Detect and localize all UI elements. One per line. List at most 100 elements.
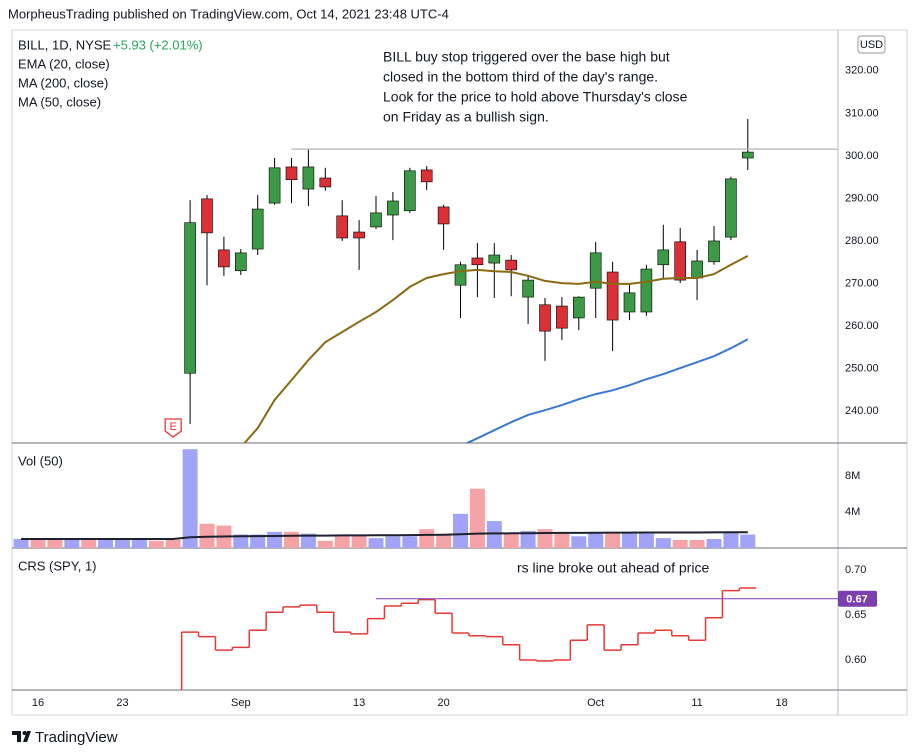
- volume-bar: [571, 536, 587, 548]
- candle-body: [201, 198, 213, 234]
- volume-bar: [740, 534, 756, 548]
- x-tick-label: 11: [691, 697, 702, 709]
- overlay: 16 23 Sep 13 20 Oct 11 18 240.00 250.00 260.00 270.…: [18, 35, 886, 709]
- volume-bar: [131, 538, 147, 548]
- y-tick-label: 280.00: [845, 235, 879, 247]
- level-label: 0.67: [846, 594, 867, 606]
- y-tick-label: 260.00: [845, 320, 879, 332]
- candle-body: [471, 257, 484, 266]
- candle-body: [353, 231, 365, 239]
- candle-body: [235, 252, 247, 272]
- level-label-box: [838, 590, 877, 607]
- footer: TradingView: [35, 729, 118, 746]
- volume-bar: [64, 539, 80, 548]
- volume-bar: [706, 539, 722, 548]
- y-tick-label: 0.65: [845, 609, 866, 621]
- annotation: rs line broke out ahead of price: [517, 560, 709, 576]
- x-tick-label: 16: [32, 697, 44, 709]
- y-tick-label: 250.00: [845, 362, 879, 374]
- y-tick-label: 8M: [845, 470, 860, 482]
- volume-bar: [503, 532, 519, 548]
- pane-title: Vol (50): [18, 453, 63, 468]
- candle-body: [556, 305, 568, 329]
- candle-body: [741, 151, 754, 159]
- price-pane: [184, 118, 838, 443]
- volume-bar: [81, 539, 97, 548]
- y-tick-label: 4M: [845, 506, 860, 518]
- candle-body: [319, 177, 332, 188]
- legend-entry: MA (50, close): [18, 94, 101, 109]
- candle-body: [657, 249, 670, 266]
- candle-body: [184, 222, 196, 374]
- volume-bar: [520, 530, 536, 548]
- x-tick-label: 20: [437, 697, 449, 709]
- candle-body: [285, 166, 298, 181]
- x-tick-label: 18: [775, 697, 787, 709]
- price-change: +5.93 (+2.01%): [113, 37, 203, 52]
- legend-entry: MA (200, close): [18, 75, 108, 90]
- pane-title: CRS (SPY, 1): [18, 558, 97, 573]
- crs-pane: [180, 587, 838, 690]
- volume-bar: [267, 531, 283, 548]
- volume-bar: [588, 532, 604, 548]
- volume-bar: [622, 532, 637, 548]
- candle-body: [403, 170, 416, 212]
- volume-bar: [368, 538, 384, 548]
- x-tick-label: 13: [353, 697, 365, 709]
- volume-bar: [233, 534, 249, 548]
- earnings-label: E: [170, 421, 177, 433]
- candle-body: [370, 212, 382, 228]
- x-tick-label: 23: [116, 697, 128, 709]
- currency: USD: [860, 39, 883, 51]
- volume-bar: [672, 539, 688, 548]
- annotation: BILL buy stop triggered over the base hi…: [383, 49, 670, 65]
- volume-bar: [300, 533, 316, 548]
- indicator-line: [464, 338, 749, 443]
- x-tick-label: Oct: [587, 697, 604, 709]
- y-tick-label: 290.00: [845, 192, 879, 204]
- candle-body: [522, 279, 534, 298]
- volume-bar: [605, 532, 621, 548]
- candle-body: [488, 254, 501, 264]
- indicator-line: [243, 255, 749, 443]
- volume-bar: [47, 538, 63, 548]
- candle-body: [708, 240, 720, 263]
- volume-bar: [148, 540, 164, 548]
- earnings-marker: [164, 418, 182, 438]
- candle-body: [268, 167, 281, 204]
- y-tick-label: 310.00: [845, 107, 879, 119]
- volume-bar: [554, 533, 570, 548]
- candle-body: [437, 206, 450, 225]
- volume-bar: [689, 539, 705, 548]
- annotation: on Friday as a bullish sign.: [383, 109, 549, 125]
- candle-body: [623, 292, 636, 313]
- volume-bar: [486, 521, 502, 548]
- volume-pane: [13, 449, 756, 548]
- y-tick-label: 0.70: [845, 564, 866, 576]
- volume-bar: [250, 534, 266, 548]
- header: MorpheusTrading published on TradingView…: [8, 6, 449, 21]
- volume-bar: [385, 536, 401, 548]
- annotation: closed in the bottom third of the day's …: [383, 69, 658, 85]
- volume-bar: [419, 529, 435, 548]
- volume-ma-line: [21, 531, 748, 540]
- candle-body: [691, 260, 703, 279]
- candle-body: [454, 264, 467, 286]
- x-tick-label: Sep: [231, 697, 251, 709]
- candle-body: [387, 200, 399, 216]
- candle-body: [589, 252, 602, 289]
- candle-body: [251, 208, 264, 250]
- candle-body: [539, 304, 551, 332]
- volume-bar: [165, 539, 181, 548]
- candle-body: [606, 271, 619, 321]
- volume-bar: [284, 531, 299, 548]
- candle-body: [725, 178, 737, 238]
- volume-bar: [30, 539, 46, 548]
- volume-bar: [317, 540, 333, 548]
- ticker: BILL, 1D, NYSE: [18, 37, 112, 52]
- volume-bar: [182, 449, 198, 548]
- volume-bar: [453, 513, 468, 548]
- volume-bar: [469, 488, 485, 548]
- volume-bar: [537, 529, 553, 548]
